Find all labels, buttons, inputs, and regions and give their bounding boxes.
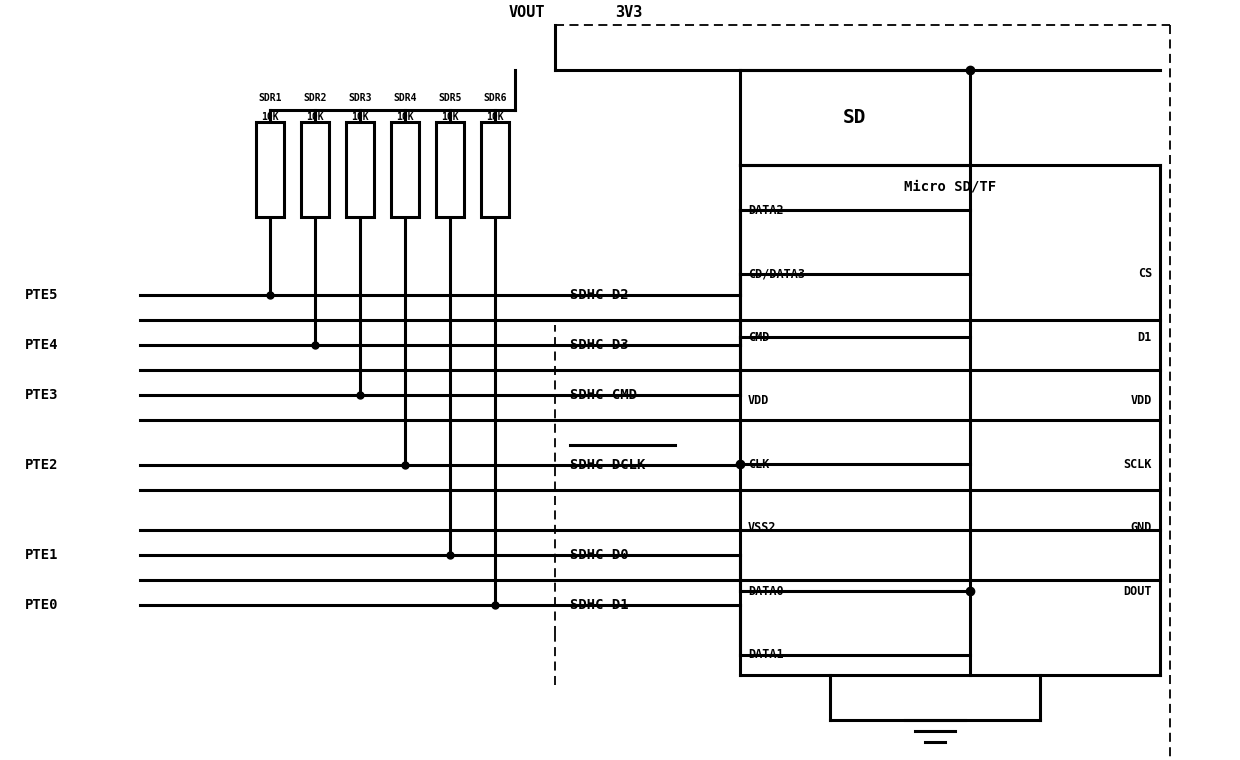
Bar — [391, 122, 419, 217]
Text: 10K: 10K — [486, 112, 503, 122]
Text: PTE3: PTE3 — [25, 388, 58, 402]
Text: DOUT: DOUT — [1123, 585, 1152, 598]
Text: GND: GND — [1131, 521, 1152, 534]
Text: SDHC D0: SDHC D0 — [570, 548, 629, 562]
Text: SDR3: SDR3 — [348, 93, 372, 103]
Text: PTE5: PTE5 — [25, 288, 58, 302]
Text: VSS2: VSS2 — [748, 521, 776, 534]
Text: SD: SD — [843, 108, 867, 127]
Text: DATA0: DATA0 — [748, 585, 784, 598]
Text: SDR1: SDR1 — [258, 93, 281, 103]
Text: SDHC CMD: SDHC CMD — [570, 388, 637, 402]
Text: SDR2: SDR2 — [304, 93, 327, 103]
Text: DATA2: DATA2 — [748, 204, 784, 217]
Text: PTE4: PTE4 — [25, 338, 58, 352]
Text: SDR6: SDR6 — [484, 93, 507, 103]
Text: SCLK: SCLK — [1123, 458, 1152, 470]
Text: PTE1: PTE1 — [25, 548, 58, 562]
Text: PTE2: PTE2 — [25, 458, 58, 472]
Text: VOUT: VOUT — [508, 5, 546, 20]
Text: CD/DATA3: CD/DATA3 — [748, 267, 805, 280]
Text: CMD: CMD — [748, 331, 769, 344]
Text: SDHC D1: SDHC D1 — [570, 598, 629, 612]
Text: 10K: 10K — [262, 112, 279, 122]
Text: 10K: 10K — [351, 112, 368, 122]
Text: DATA1: DATA1 — [748, 648, 784, 661]
Text: D1: D1 — [1138, 331, 1152, 344]
Text: CLK: CLK — [748, 458, 769, 470]
Bar — [346, 122, 374, 217]
Text: VDD: VDD — [1131, 394, 1152, 407]
Bar — [255, 122, 284, 217]
Bar — [301, 122, 329, 217]
Text: PTE0: PTE0 — [25, 598, 58, 612]
Text: SDHC DCLK: SDHC DCLK — [570, 458, 645, 472]
Text: SDHC D3: SDHC D3 — [570, 338, 629, 352]
Bar — [481, 122, 508, 217]
Text: VDD: VDD — [748, 394, 769, 407]
Text: Micro SD/TF: Micro SD/TF — [904, 180, 996, 194]
Text: 10K: 10K — [397, 112, 414, 122]
Text: SDR4: SDR4 — [393, 93, 417, 103]
Bar — [436, 122, 464, 217]
Text: CS: CS — [1138, 267, 1152, 280]
Text: 10K: 10K — [306, 112, 324, 122]
Text: SDHC D2: SDHC D2 — [570, 288, 629, 302]
Text: 3V3: 3V3 — [615, 5, 642, 20]
Text: 10K: 10K — [441, 112, 459, 122]
Text: SDR5: SDR5 — [438, 93, 461, 103]
